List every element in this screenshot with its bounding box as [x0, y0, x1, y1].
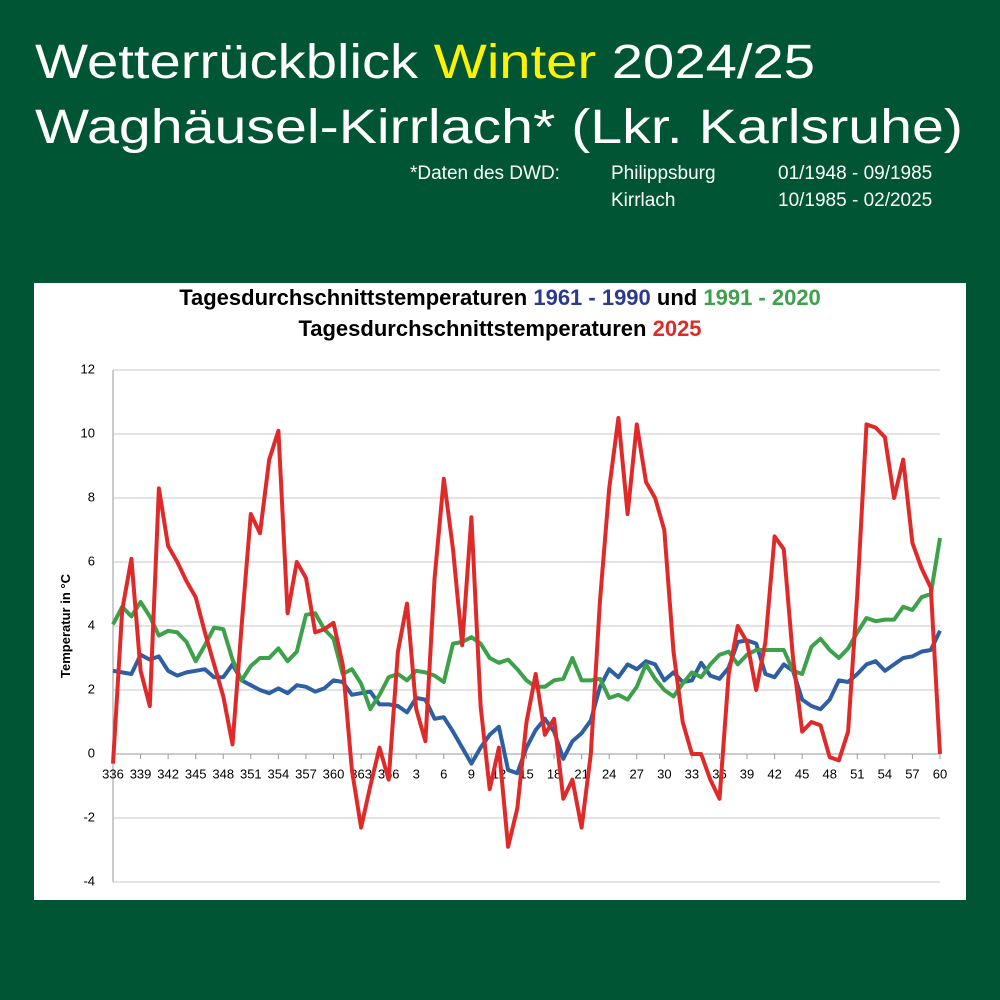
title-series: 2025 — [653, 316, 702, 341]
title-series: 1991 - 2020 — [703, 285, 820, 310]
x-tick-label: 51 — [850, 766, 864, 781]
x-tick-label: 360 — [323, 766, 345, 781]
y-tick-label: 4 — [88, 617, 95, 632]
y-tick-label: 12 — [81, 361, 95, 376]
y-tick-label: 8 — [88, 489, 95, 504]
series-line — [111, 537, 942, 712]
y-axis-label: Temperatur in °C — [58, 573, 73, 678]
source-period: 10/1985 - 02/2025 — [778, 190, 932, 211]
x-tick-label: 57 — [905, 766, 919, 781]
y-tick-label: 10 — [81, 425, 95, 440]
x-tick-label: 339 — [130, 766, 152, 781]
x-tick-label: 336 — [102, 766, 124, 781]
headline-word: Winter — [434, 36, 596, 89]
x-tick-label: 348 — [212, 766, 234, 781]
chart-panel — [34, 283, 966, 900]
y-tick-label: 6 — [88, 553, 95, 568]
source-station: Kirrlach — [611, 190, 675, 211]
x-tick-label: 18 — [547, 766, 561, 781]
y-tick-label: 0 — [88, 745, 95, 760]
title-text: Tagesdurchschnittstemperaturen — [298, 316, 646, 341]
headline-word: 2024/25 — [612, 36, 815, 89]
source-station: Philippsburg — [611, 163, 716, 184]
x-tick-label: 39 — [740, 766, 754, 781]
y-tick-label: -2 — [83, 809, 95, 824]
x-tick-label: 21 — [574, 766, 588, 781]
series-line — [112, 629, 942, 776]
x-tick-label: 24 — [602, 766, 616, 781]
x-tick-label: 48 — [822, 766, 836, 781]
source-period: 01/1948 - 09/1985 — [778, 163, 932, 184]
headline: Wetterrückblick Winter 2024/25 — [35, 36, 815, 89]
x-tick-label: 60 — [933, 766, 947, 781]
title-series: 1961 - 1990 — [533, 285, 650, 310]
x-tick-label: 363 — [350, 766, 372, 781]
x-tick-label: 30 — [657, 766, 671, 781]
x-tick-label: 6 — [440, 766, 447, 781]
x-tick-label: 351 — [240, 766, 262, 781]
x-tick-label: 342 — [157, 766, 179, 781]
x-tick-label: 345 — [185, 766, 207, 781]
headline-word: Wetterrückblick — [35, 36, 419, 89]
series-line — [111, 416, 942, 849]
x-tick-label: 357 — [295, 766, 317, 781]
x-tick-label: 42 — [767, 766, 781, 781]
x-tick-label: 3 — [413, 766, 420, 781]
title-text: Tagesdurchschnittstemperaturen — [179, 285, 527, 310]
title-text: und — [657, 285, 697, 310]
x-tick-label: 354 — [268, 766, 290, 781]
x-tick-label: 9 — [468, 766, 475, 781]
x-tick-label: 27 — [630, 766, 644, 781]
location: Waghäusel-Kirrlach* (Lkr. Karlsruhe) — [35, 101, 963, 154]
chart-title: Tagesdurchschnittstemperaturen 2025 — [298, 316, 701, 341]
chart-title: Tagesdurchschnittstemperaturen 1961 - 19… — [179, 285, 821, 310]
x-tick-label: 54 — [878, 766, 892, 781]
y-tick-label: -4 — [83, 873, 95, 888]
x-tick-label: 33 — [685, 766, 699, 781]
x-tick-label: 45 — [795, 766, 809, 781]
y-tick-label: 2 — [88, 681, 95, 696]
source-label: *Daten des DWD: — [410, 163, 560, 184]
